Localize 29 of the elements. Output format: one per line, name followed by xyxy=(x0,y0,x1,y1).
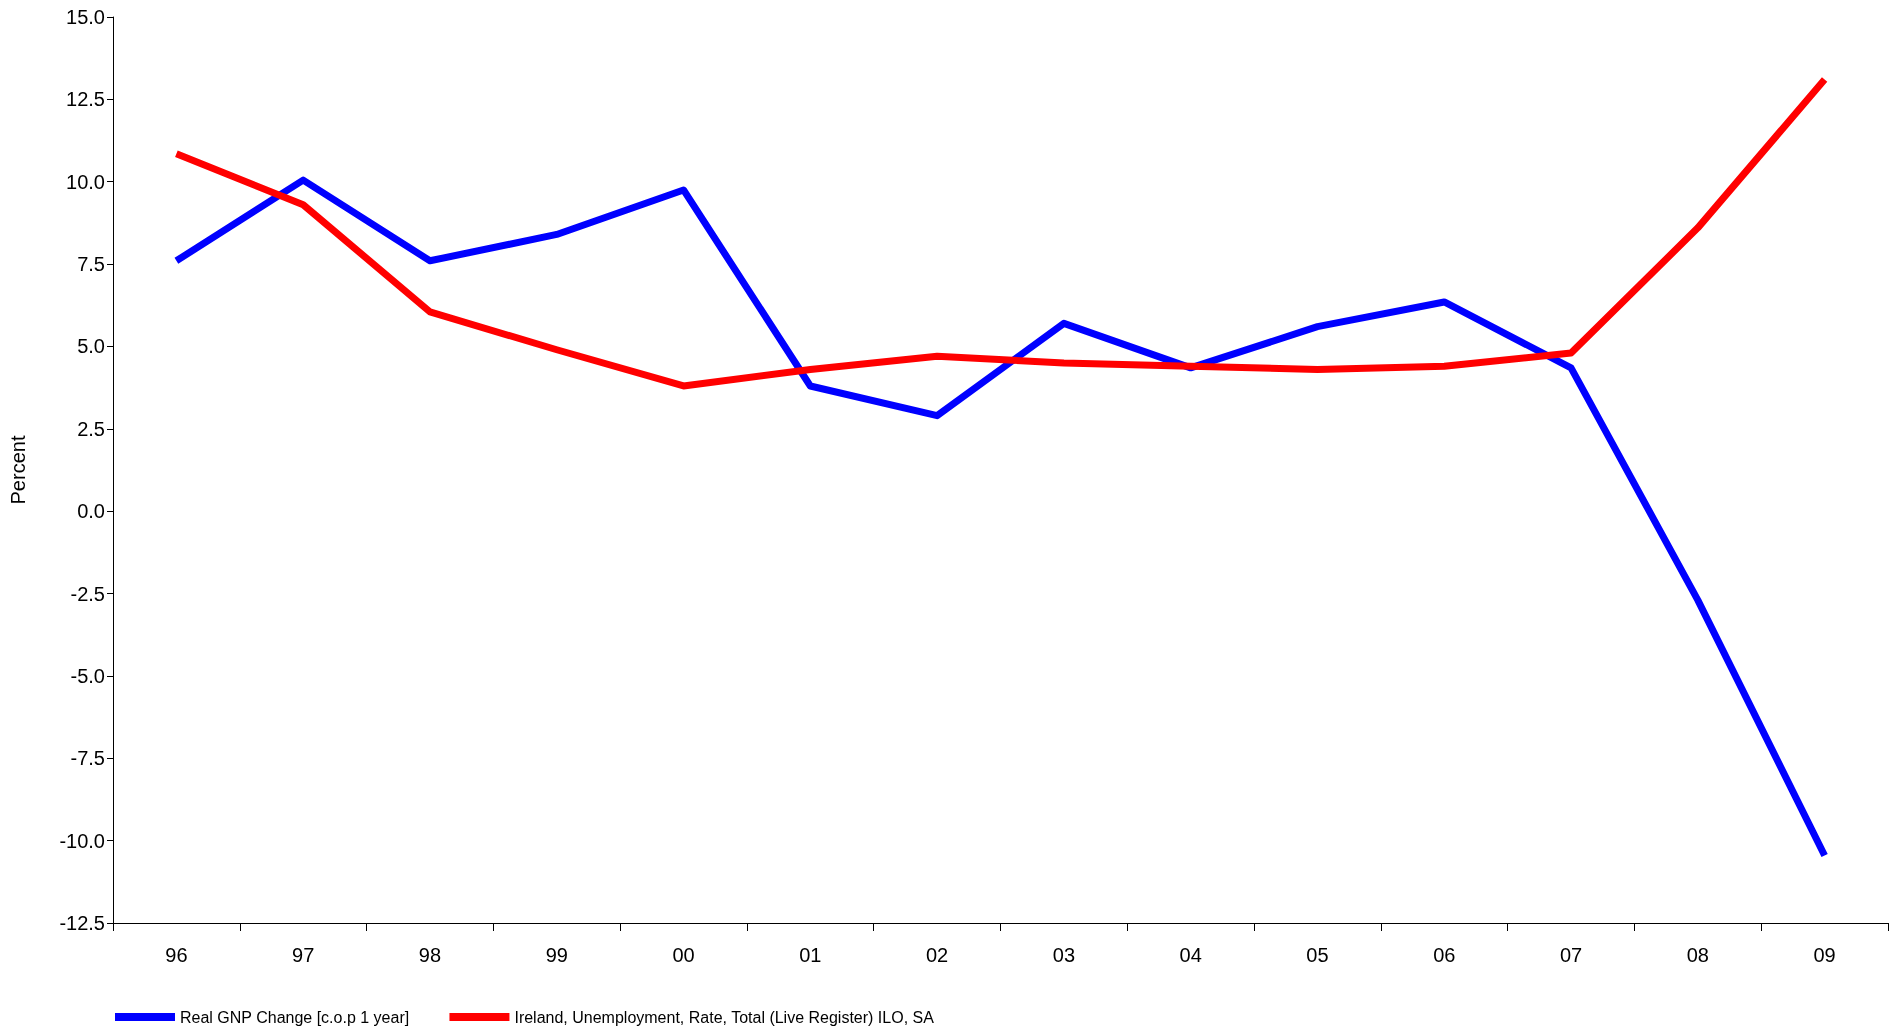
y-axis-title: Percent xyxy=(7,435,29,505)
legend-label: Real GNP Change [c.o.p 1 year] xyxy=(180,1008,410,1026)
y-tick-label: 0.0 xyxy=(77,500,105,523)
y-tick-label: 10.0 xyxy=(66,170,105,193)
x-tick-label: 03 xyxy=(1052,944,1076,966)
y-tick-label: 15.0 xyxy=(66,6,105,28)
y-tick-label: -12.5 xyxy=(59,912,105,934)
y-tick-label: -2.5 xyxy=(70,582,105,605)
y-tick-label: -7.5 xyxy=(70,747,105,770)
y-tick-label: -10.0 xyxy=(59,829,105,852)
x-tick-label: 00 xyxy=(672,944,695,966)
x-tick-label: 98 xyxy=(418,944,442,966)
y-tick-label: 2.5 xyxy=(77,417,105,440)
x-tick-label: 06 xyxy=(1433,944,1456,966)
x-tick-label: 09 xyxy=(1813,944,1836,966)
y-tick-label: 5.0 xyxy=(77,335,105,358)
legend-label: Ireland, Unemployment, Rate, Total (Live Register) ILO, SA xyxy=(514,1008,935,1026)
x-tick-label: 97 xyxy=(292,944,315,966)
x-tick-label: 08 xyxy=(1686,944,1709,966)
y-tick-label: 12.5 xyxy=(66,88,105,111)
x-tick-label: 01 xyxy=(799,944,822,966)
y-tick-label: 7.5 xyxy=(77,253,105,276)
x-tick-label: 02 xyxy=(925,944,949,966)
x-tick-label: 04 xyxy=(1179,944,1202,966)
y-tick-label: -5.0 xyxy=(70,664,105,687)
x-tick-label: 05 xyxy=(1306,944,1329,966)
x-tick-label: 07 xyxy=(1559,944,1583,966)
x-tick-label: 96 xyxy=(165,944,188,966)
x-tick-label: 99 xyxy=(545,944,568,966)
